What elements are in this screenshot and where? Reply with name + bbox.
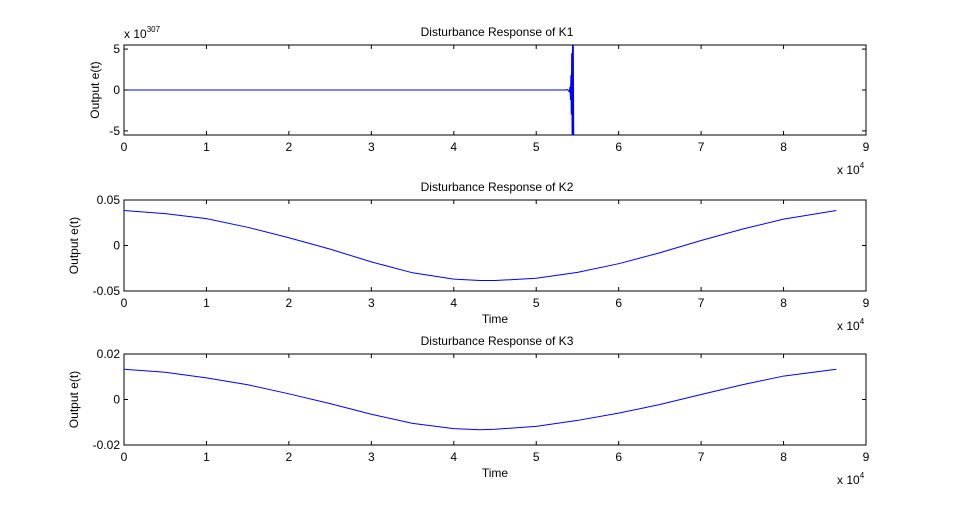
y-axis-multiplier: x 10307	[124, 25, 161, 41]
x-tick-label: 7	[698, 140, 705, 154]
x-tick-label: 9	[863, 140, 870, 154]
x-tick-label: 5	[533, 450, 540, 464]
x-tick-label: 5	[533, 296, 540, 310]
x-tick-label: 9	[863, 296, 870, 310]
x-tick-label: 9	[863, 450, 870, 464]
x-multiplier-exponent: 4	[860, 317, 865, 326]
x-tick-label: 7	[698, 450, 705, 464]
chart-title: Disturbance Response of K2	[421, 180, 574, 194]
x-tick-label: 7	[698, 296, 705, 310]
x-tick-label: 3	[368, 140, 375, 154]
x-tick-label: 0	[121, 296, 128, 310]
x-tick-label: 1	[203, 450, 210, 464]
y-tick-label: 0.05	[97, 193, 121, 207]
x-multiplier-base: x 10	[837, 163, 860, 177]
y-tick-label: 0	[113, 239, 120, 253]
x-tick-label: 4	[450, 296, 457, 310]
x-tick-label: 6	[615, 450, 622, 464]
y-multiplier-exponent: 307	[147, 25, 161, 34]
x-tick-label: 8	[780, 450, 787, 464]
x-axis-multiplier: x 104	[837, 317, 865, 333]
y-tick-label: -5	[109, 124, 120, 138]
series-line	[124, 45, 575, 135]
x-tick-label: 1	[203, 296, 210, 310]
x-tick-label: 0	[121, 450, 128, 464]
x-tick-label: 8	[780, 140, 787, 154]
x-axis-label: Time	[482, 466, 509, 480]
x-tick-label: 4	[450, 450, 457, 464]
axes-box	[123, 199, 867, 292]
x-tick-label: 2	[286, 140, 293, 154]
x-tick-label: 6	[615, 296, 622, 310]
x-tick-label: 6	[615, 140, 622, 154]
x-axis-label: Time	[482, 312, 509, 326]
chart-title: Disturbance Response of K3	[421, 334, 574, 348]
y-tick-label: 0	[113, 393, 120, 407]
x-axis-multiplier: x 104	[837, 161, 865, 177]
series-line	[124, 368, 837, 431]
y-tick-label: 0	[113, 83, 120, 97]
x-tick-label: 1	[203, 140, 210, 154]
x-tick-label: 0	[121, 140, 128, 154]
x-tick-label: 3	[368, 296, 375, 310]
y-tick-label: -0.02	[93, 438, 121, 452]
y-tick-label: 0.02	[97, 347, 121, 361]
y-axis-label: Output e(t)	[67, 217, 81, 274]
series-line	[124, 209, 837, 282]
x-multiplier-base: x 10	[837, 473, 860, 487]
x-tick-label: 4	[450, 140, 457, 154]
x-tick-label: 8	[780, 296, 787, 310]
x-tick-label: 2	[286, 450, 293, 464]
y-axis-label: Output e(t)	[88, 61, 102, 118]
x-multiplier-base: x 10	[837, 319, 860, 333]
x-multiplier-exponent: 4	[860, 471, 865, 480]
x-tick-label: 2	[286, 296, 293, 310]
x-multiplier-exponent: 4	[860, 161, 865, 170]
chart-title: Disturbance Response of K1	[421, 25, 574, 39]
axes-box	[123, 353, 867, 446]
x-tick-label: 3	[368, 450, 375, 464]
y-tick-label: 5	[113, 42, 120, 56]
y-multiplier-base: x 10	[124, 27, 147, 41]
x-axis-multiplier: x 104	[837, 471, 865, 487]
y-tick-label: -0.05	[93, 284, 121, 298]
y-axis-label: Output e(t)	[67, 371, 81, 428]
x-tick-label: 5	[533, 140, 540, 154]
